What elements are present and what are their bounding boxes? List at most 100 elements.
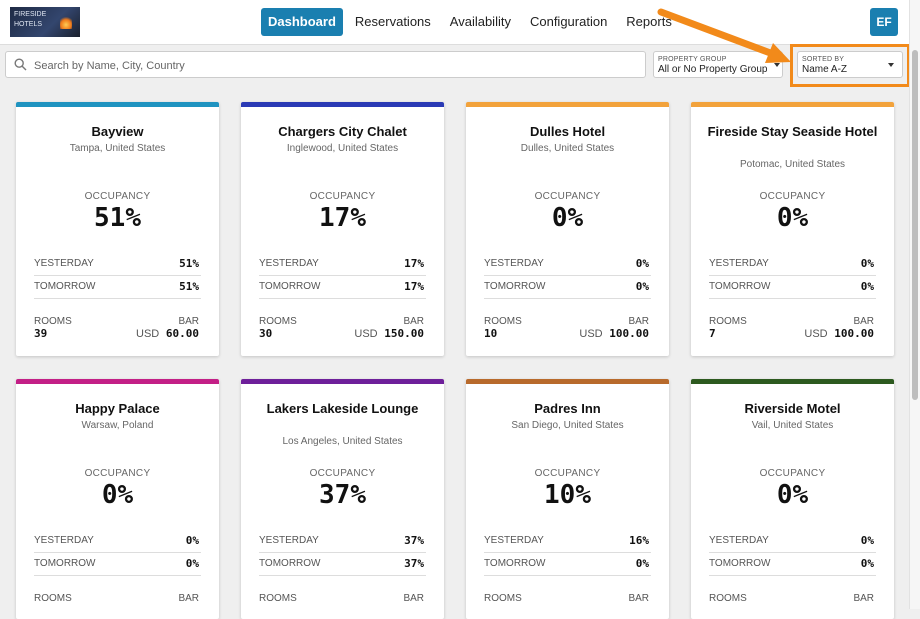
property-name: Happy Palace <box>75 401 160 416</box>
property-location: Dulles, United States <box>520 143 615 154</box>
property-location: Vail, United States <box>751 420 834 431</box>
yesterday-label: YESTERDAY <box>484 535 544 546</box>
property-card[interactable]: Dulles Hotel Dulles, United States OCCUPAN… <box>466 102 669 356</box>
occupancy-label: OCCUPANCY <box>534 468 601 479</box>
chevron-down-icon <box>888 63 894 67</box>
nav-configuration[interactable]: Configuration <box>529 14 608 29</box>
card-color-bar <box>16 102 219 107</box>
card-color-bar <box>466 379 669 384</box>
occupancy-value: 0% <box>551 203 584 233</box>
rooms-label: ROOMS <box>709 593 747 604</box>
rooms-value: 10 <box>484 327 498 340</box>
yesterday-row: YESTERDAY 0% <box>709 529 876 553</box>
yesterday-value: 0% <box>185 534 199 547</box>
occupancy-label: OCCUPANCY <box>309 191 376 202</box>
property-name: Dulles Hotel <box>529 124 606 139</box>
yesterday-label: YESTERDAY <box>34 258 94 269</box>
bar-currency: USD <box>579 328 603 340</box>
property-card[interactable]: Fireside Stay Seaside Hotel Potomac, Unit… <box>691 102 894 356</box>
occupancy-label: OCCUPANCY <box>759 191 826 202</box>
card-footer: ROOMS 30 BAR USD 150.00 <box>259 316 426 340</box>
bar-label: BAR <box>178 593 199 604</box>
bar-value: 100.00 <box>609 327 649 340</box>
bar-value: 60.00 <box>165 327 199 340</box>
tomorrow-value: 51% <box>179 280 199 293</box>
property-location: Tampa, United States <box>69 143 166 154</box>
card-footer: ROOMS BAR <box>34 593 201 604</box>
yesterday-row: YESTERDAY 51% <box>34 252 201 276</box>
top-navigation-bar: FIRESIDE HOTELS Dashboard Reservations A… <box>0 0 920 45</box>
tomorrow-value: 0% <box>635 557 649 570</box>
card-color-bar <box>466 102 669 107</box>
user-avatar[interactable]: EF <box>870 8 898 36</box>
search-icon <box>14 58 27 71</box>
property-card[interactable]: Padres Inn San Diego, United States OCCUPA… <box>466 379 669 619</box>
property-location: Los Angeles, United States <box>282 436 403 447</box>
search-input[interactable] <box>32 56 636 76</box>
tomorrow-value: 0% <box>860 280 874 293</box>
bar-label: BAR <box>628 593 649 604</box>
bar-label: BAR <box>403 316 424 327</box>
bar-currency: USD <box>354 328 378 340</box>
bar-rate: BAR USD 100.00 <box>804 316 874 340</box>
property-card[interactable]: Lakers Lakeside Lounge Los Angeles, Unite… <box>241 379 444 619</box>
property-name: Bayview <box>91 124 144 139</box>
bar-rate: BAR USD 150.00 <box>354 316 424 340</box>
property-card[interactable]: Bayview Tampa, United States OCCUPANCY 51% Y… <box>16 102 219 356</box>
nav-availability[interactable]: Availability <box>449 14 511 29</box>
occupancy-label: OCCUPANCY <box>84 468 151 479</box>
bar-currency: USD <box>136 328 160 340</box>
occupancy-value: 37% <box>319 480 366 510</box>
nav-reservations[interactable]: Reservations <box>354 14 431 29</box>
scrollbar-thumb[interactable] <box>912 50 918 400</box>
card-color-bar <box>691 379 894 384</box>
sort-label: SORTED BY <box>802 56 845 63</box>
tomorrow-row: TOMORROW 17% <box>259 275 426 299</box>
campfire-icon <box>60 15 72 29</box>
tomorrow-label: TOMORROW <box>34 281 96 292</box>
bar-currency: USD <box>804 328 828 340</box>
bar-rate: BAR USD 60.00 <box>136 316 199 340</box>
property-card[interactable]: Happy Palace Warsaw, Poland OCCUPANCY 0% YES… <box>16 379 219 619</box>
property-group-select[interactable]: PROPERTY GROUP All or No Property Group <box>653 51 783 78</box>
yesterday-row: YESTERDAY 0% <box>709 252 876 276</box>
tomorrow-label: TOMORROW <box>484 558 546 569</box>
property-name: Padres Inn <box>534 401 601 416</box>
tomorrow-label: TOMORROW <box>709 281 771 292</box>
tomorrow-row: TOMORROW 0% <box>484 552 651 576</box>
bar-rate: BAR USD 100.00 <box>579 316 649 340</box>
nav-dashboard[interactable]: Dashboard <box>261 8 343 36</box>
occupancy-label: OCCUPANCY <box>759 468 826 479</box>
tomorrow-value: 17% <box>404 280 424 293</box>
logo-text-line1: FIRESIDE <box>14 11 47 18</box>
tomorrow-row: TOMORROW 0% <box>709 275 876 299</box>
card-footer: ROOMS BAR <box>709 593 876 604</box>
rooms-label: ROOMS <box>259 316 297 327</box>
property-card[interactable]: Riverside Motel Vail, United States OCCUPA… <box>691 379 894 619</box>
search-box[interactable] <box>5 51 646 78</box>
sort-highlight-box <box>790 44 910 87</box>
main-nav: Dashboard Reservations Availability Conf… <box>261 8 684 36</box>
rooms-label: ROOMS <box>709 316 747 327</box>
property-location: San Diego, United States <box>511 420 624 431</box>
occupancy-label: OCCUPANCY <box>534 191 601 202</box>
card-footer: ROOMS BAR <box>484 593 651 604</box>
tomorrow-label: TOMORROW <box>259 281 321 292</box>
nav-reports[interactable]: Reports <box>626 14 672 29</box>
yesterday-row: YESTERDAY 17% <box>259 252 426 276</box>
rooms-label: ROOMS <box>259 593 297 604</box>
property-card[interactable]: Chargers City Chalet Inglewood, United St… <box>241 102 444 356</box>
property-location: Warsaw, Poland <box>81 420 154 431</box>
sort-select[interactable]: SORTED BY Name A-Z <box>797 51 903 78</box>
bar-label: BAR <box>853 593 874 604</box>
rooms-label: ROOMS <box>484 593 522 604</box>
card-color-bar <box>241 379 444 384</box>
property-name: Riverside Motel <box>744 401 841 416</box>
rooms-label: ROOMS <box>34 593 72 604</box>
fireside-hotels-logo[interactable]: FIRESIDE HOTELS <box>10 7 80 37</box>
scrollbar-track[interactable] <box>909 0 920 609</box>
yesterday-row: YESTERDAY 0% <box>484 252 651 276</box>
tomorrow-row: TOMORROW 0% <box>34 552 201 576</box>
property-group-label: PROPERTY GROUP <box>658 56 727 63</box>
bar-value: 150.00 <box>384 327 424 340</box>
